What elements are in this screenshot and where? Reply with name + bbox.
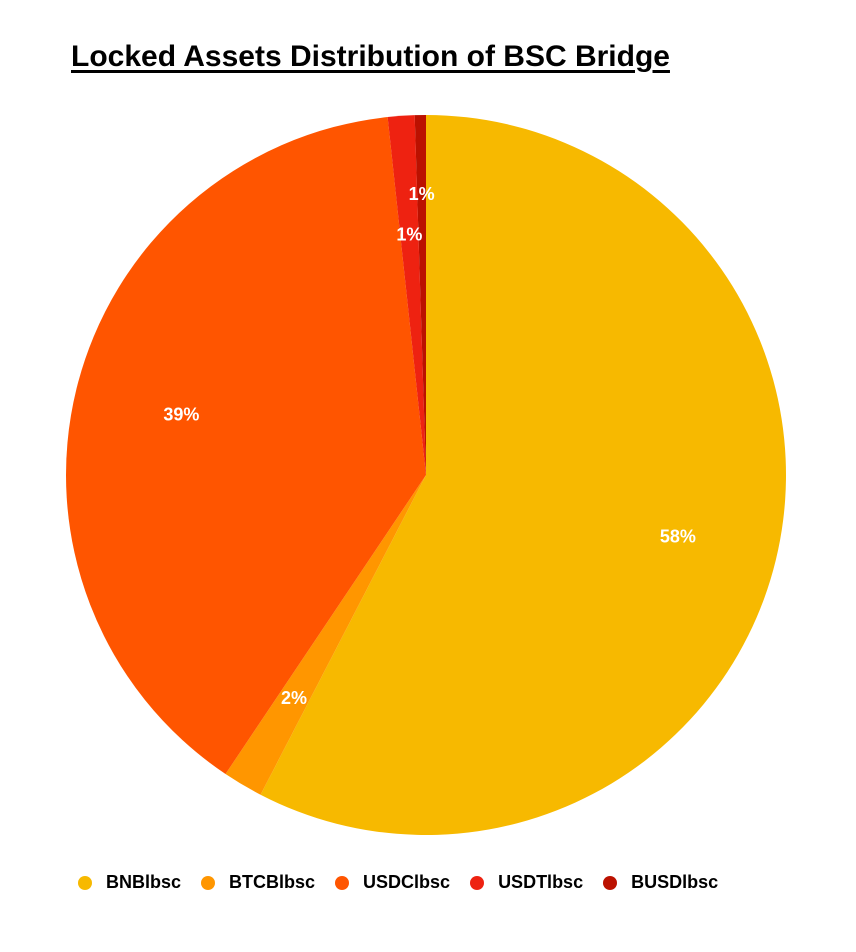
pie-slice-btcblbsc [225, 475, 426, 795]
legend-label: BTCBlbsc [229, 872, 316, 892]
legend-item-bnblbsc: BNBlbsc [78, 872, 181, 893]
legend-label: USDTlbsc [498, 872, 584, 892]
legend-swatch [335, 875, 350, 890]
legend-swatch [201, 875, 216, 890]
pie-slice-bnblbsc [260, 115, 786, 835]
legend-swatch [78, 875, 92, 890]
chart-title: Locked Assets Distribution of BSC Bridge [71, 40, 670, 73]
chart-legend: BNBlbsc BTCBlbsc USDClbsc USDTlbsc BUSDlbsc [78, 872, 718, 893]
pie-slice-usdclbsc [66, 117, 426, 775]
legend-item-usdclbsc: USDClbsc [335, 872, 450, 893]
legend-item-busdlbsc: BUSDlbsc [603, 872, 718, 893]
pie-slice-busdlbsc [414, 115, 426, 475]
legend-swatch [470, 875, 485, 890]
pie-slices [66, 115, 786, 835]
legend-label: BUSDlbsc [631, 872, 719, 892]
slice-label-usdclbsc: 39% [163, 405, 199, 425]
slice-label-bnblbsc: 58% [660, 526, 696, 546]
legend-label: BNBlbsc [106, 872, 182, 892]
legend-item-usdtlbsc: USDTlbsc [470, 872, 583, 893]
legend-item-btcblbsc: BTCBlbsc [201, 872, 315, 893]
legend-label: USDClbsc [363, 872, 451, 892]
pie-labels: 58% 2% 39% 1% 1% [163, 184, 696, 708]
slice-label-busdlbsc: 1% [409, 184, 435, 204]
legend-swatch [603, 875, 618, 890]
slice-label-btcblbsc: 2% [281, 688, 307, 708]
slice-label-usdtlbsc: 1% [396, 224, 422, 244]
pie-slice-usdtlbsc [387, 115, 426, 475]
